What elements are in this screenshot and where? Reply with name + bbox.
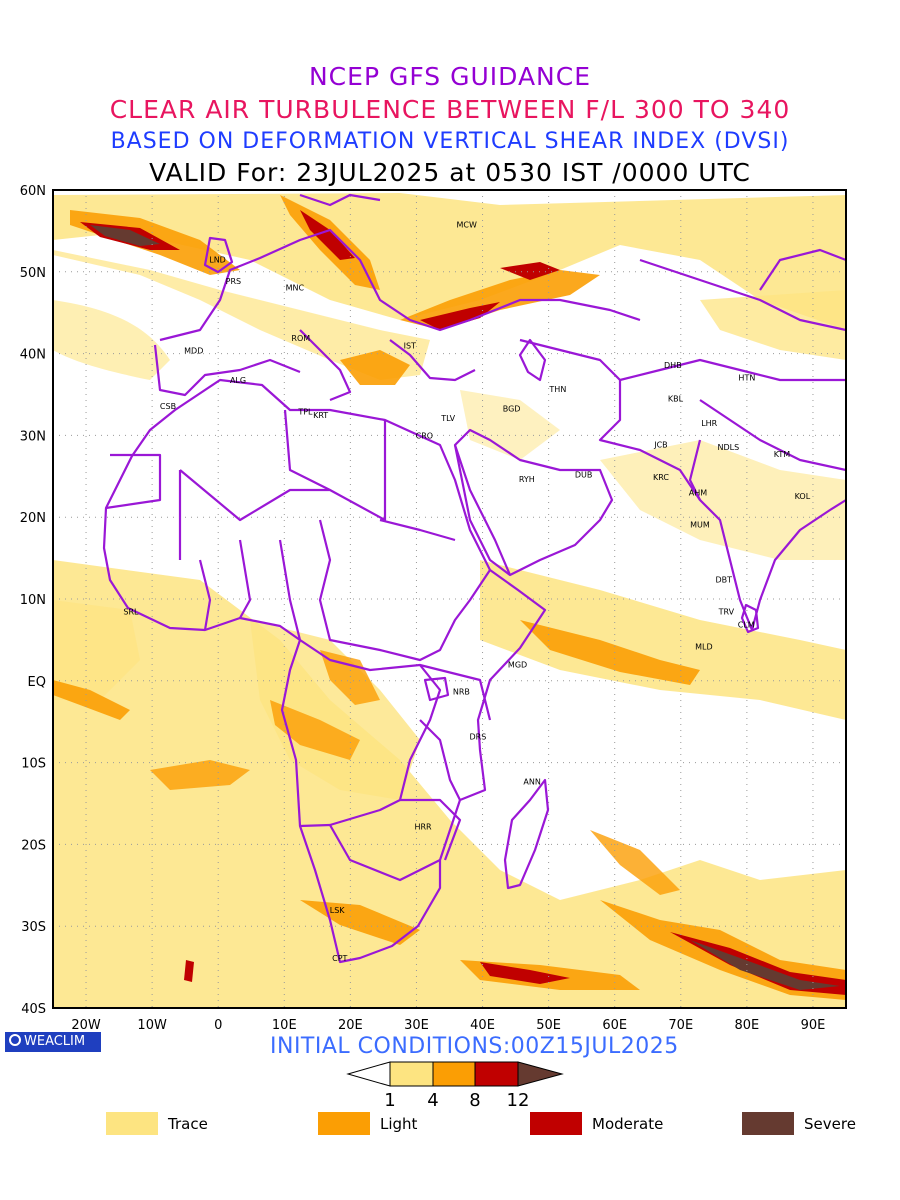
colorbar: 1 4 8 12 [346,1061,564,1111]
lat-tick-label: 30N [20,429,46,444]
lon-tick-label: 70E [668,1018,693,1033]
city-label-rom: ROM [291,334,310,343]
title-product: CLEAR AIR TURBULENCE BETWEEN F/L 300 TO … [109,95,791,124]
colorbar-trace [389,1061,434,1087]
city-label-csb: CSB [160,402,176,411]
legend-moderate-swatch [530,1112,582,1135]
weaclim-logo: WEACLIM [5,1032,101,1052]
city-label-prs: PRS [226,277,241,286]
map-frame [52,189,847,1009]
lon-tick-label: 20E [338,1018,363,1033]
city-label-alg: ALG [230,376,246,385]
city-label-ndls: NDLS [718,443,740,452]
city-label-tlv: TLV [440,414,455,423]
city-label-ahm: AHM [689,489,707,498]
longitude-labels: 20W 10W 0 10E 20E 30E 40E 50E 60E 70E 80E 90E [71,1018,825,1033]
lat-tick-label: 20N [20,511,46,526]
city-label-ktm: KTM [774,450,791,459]
city-label-nrb: NRB [453,687,470,696]
political-boundaries [102,193,846,964]
city-label-mnc: MNC [286,283,305,292]
colorbar-moderate [474,1061,519,1087]
legend-light-label: Light [380,1115,418,1133]
lat-tick-label: 40S [21,1002,46,1017]
colorbar-tick-8: 8 [469,1090,480,1111]
lon-tick-label: 10W [137,1018,167,1033]
city-label-srl: SRL [123,607,139,616]
title-model: NCEP GFS GUIDANCE [308,62,591,91]
turbulence-trace-areas [53,193,846,1008]
initial-conditions-label: INITIAL CONDITIONS:00Z15JUL2025 [270,1034,679,1059]
legend-trace-label: Trace [168,1115,208,1133]
colorbar-under-arrow [346,1061,391,1087]
logo-text: WEACLIM [24,1034,86,1049]
lon-tick-label: 20W [71,1018,101,1033]
legend-light-swatch [318,1112,370,1135]
city-label-cpt: CPT [332,954,347,963]
city-label-lhr: LHR [701,419,717,428]
city-label-lnd: LND [209,256,226,265]
lon-tick-label: 10E [272,1018,297,1033]
city-label-htn: HTN [738,373,755,382]
lat-tick-label: EQ [28,675,46,690]
colorbar-tick-12: 12 [507,1090,530,1111]
legend-trace-swatch [106,1112,158,1135]
lon-tick-label: 40E [470,1018,495,1033]
legend-severe-swatch [742,1112,794,1135]
lat-tick-label: 20S [21,838,46,853]
city-label-dhb: DHB [664,361,682,370]
city-label-dbt: DBT [715,575,732,584]
colorbar-tick-1: 1 [384,1090,395,1111]
lat-tick-label: 10S [21,757,46,772]
city-label-krc: KRC [653,473,669,482]
legend-moderate-label: Moderate [592,1115,664,1133]
city-label-kbl: KBL [668,395,684,404]
city-label-bgd: BGD [503,404,521,413]
city-label-krt: KRT [313,411,328,420]
city-label-mcw: MCW [456,220,476,229]
city-label-drs: DRS [470,732,487,741]
city-label-mgd: MGD [508,660,527,669]
title-method: BASED ON DEFORMATION VERTICAL SHEAR INDE… [110,129,790,154]
lon-tick-label: 30E [404,1018,429,1033]
lat-tick-label: 40N [20,348,46,363]
lat-tick-label: 50N [20,266,46,281]
logo-icon [9,1034,21,1046]
latitude-labels: 60N 50N 40N 30N 20N 10N EQ 10S 20S 30S 40S [20,184,46,1017]
lon-tick-label: 80E [734,1018,759,1033]
colorbar-tick-4: 4 [427,1090,438,1111]
city-label-ryh: RYH [519,475,535,484]
city-label-trv: TRV [718,607,735,616]
map-field [53,190,846,1008]
lat-tick-label: 30S [21,920,46,935]
city-label-cro: CRO [416,431,433,440]
title-valid-time: VALID For: 23JUL2025 at 0530 IST /0000 U… [149,158,751,187]
turbulence-severe-areas [90,225,840,990]
lat-tick-label: 10N [20,593,46,608]
graticule [53,190,846,1008]
city-label-jcb: JCB [653,440,667,449]
lat-tick-label: 60N [20,184,46,199]
city-label-dub: DUB [575,471,593,480]
city-label-hrr: HRR [414,822,432,831]
lon-tick-label: 50E [536,1018,561,1033]
colorbar-over-arrow [517,1061,564,1087]
city-label-thn: THN [548,385,566,394]
lon-tick-label: 60E [602,1018,627,1033]
city-label-tpl: TPL [297,408,313,417]
city-label-mum: MUM [690,521,710,530]
city-label-ann: ANN [523,777,540,786]
city-label-ist: IST [404,341,416,350]
city-label-mld: MLD [695,642,713,651]
city-label-kol: KOL [795,492,811,501]
city-label-lsk: LSK [330,906,346,915]
city-labels: MCW LND PRS MNC ROM MDD IST ALG CSB TPL KRT TLV CRO B… [123,220,810,963]
city-label-mdd: MDD [184,346,203,355]
colorbar-light [432,1061,476,1087]
legend-severe-label: Severe [804,1115,856,1133]
lon-tick-label: 0 [214,1018,222,1033]
city-label-clm: CLM [738,620,755,629]
lon-tick-label: 90E [801,1018,826,1033]
